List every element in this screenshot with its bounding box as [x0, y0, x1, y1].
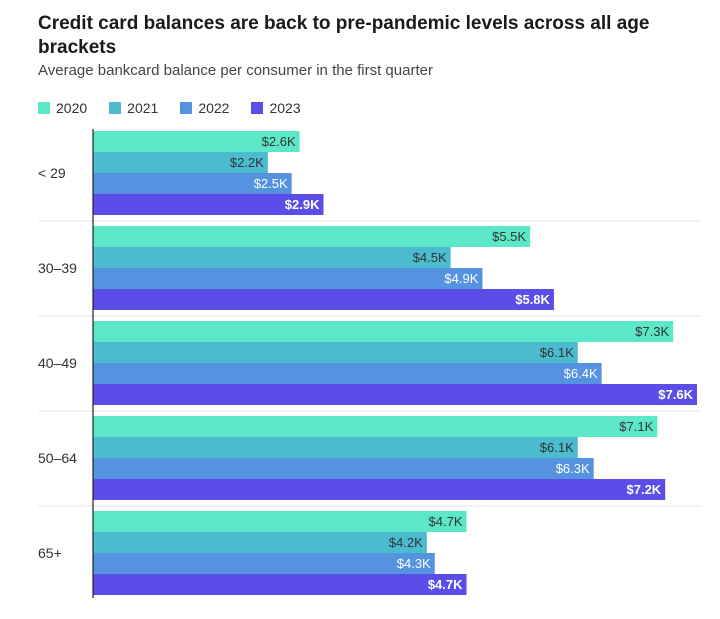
bar-2021	[93, 342, 578, 363]
category-label: 40–49	[38, 355, 77, 371]
bar-2023	[93, 479, 666, 500]
data-label: $4.7K	[429, 514, 463, 529]
data-label: $6.4K	[564, 366, 598, 381]
legend-label-2021: 2021	[127, 100, 159, 116]
data-label: $7.3K	[635, 324, 669, 339]
bar-2023	[93, 194, 324, 215]
bar-2023	[93, 574, 467, 595]
data-label: $2.2K	[230, 155, 264, 170]
bar-2022	[93, 268, 483, 289]
bar-2022	[93, 173, 292, 194]
bar-2020	[93, 321, 674, 342]
bar-2022	[93, 553, 435, 574]
data-label: $6.3K	[556, 461, 590, 476]
bar-2021	[93, 247, 451, 268]
category-label: 30–39	[38, 260, 77, 276]
legend-label-2023: 2023	[269, 100, 301, 116]
data-label: $4.3K	[397, 556, 431, 571]
bar-2023	[93, 384, 697, 405]
data-label: $4.5K	[413, 250, 447, 265]
legend-item-2023: 2023	[251, 100, 301, 116]
bar-2020	[93, 511, 467, 532]
data-label: $4.2K	[389, 535, 423, 550]
category-label: < 29	[38, 165, 66, 181]
chart-title: Credit card balances are back to pre-pan…	[38, 13, 650, 58]
legend-swatch-2020	[38, 102, 50, 114]
legend-item-2021: 2021	[109, 100, 158, 116]
bar-2020	[93, 416, 658, 437]
bar-2023	[93, 289, 554, 310]
bar-2022	[93, 458, 594, 479]
legend-label-2020: 2020	[56, 100, 88, 116]
data-label: $2.9K	[285, 197, 320, 212]
data-label: $4.7K	[428, 577, 463, 592]
data-label: $4.9K	[444, 271, 478, 286]
bar-2020	[93, 226, 531, 247]
data-label: $2.6K	[262, 134, 296, 149]
legend-swatch-2023	[251, 102, 264, 114]
bar-2021	[93, 532, 427, 553]
legend-item-2022: 2022	[180, 100, 229, 116]
legend: 2020 2021 2022 2023	[38, 100, 301, 116]
data-label: $6.1K	[540, 345, 574, 360]
bar-2022	[93, 363, 602, 384]
legend-label-2022: 2022	[198, 100, 230, 116]
chart-subtitle: Average bankcard balance per consumer in…	[38, 62, 433, 79]
data-label: $7.2K	[627, 482, 662, 497]
data-label: $5.5K	[492, 229, 526, 244]
legend-swatch-2021	[109, 102, 122, 114]
bar-2020	[93, 131, 300, 152]
bar-2021	[93, 437, 578, 458]
legend-item-2020: 2020	[38, 100, 87, 116]
data-label: $5.8K	[515, 292, 550, 307]
category-label: 50–64	[38, 450, 77, 466]
legend-swatch-2022	[180, 102, 193, 114]
bar-2021	[93, 152, 268, 173]
data-label: $7.1K	[619, 419, 653, 434]
data-label: $6.1K	[540, 440, 574, 455]
data-label: $2.5K	[254, 176, 288, 191]
data-label: $7.6K	[658, 387, 693, 402]
category-label: 65+	[38, 545, 62, 561]
